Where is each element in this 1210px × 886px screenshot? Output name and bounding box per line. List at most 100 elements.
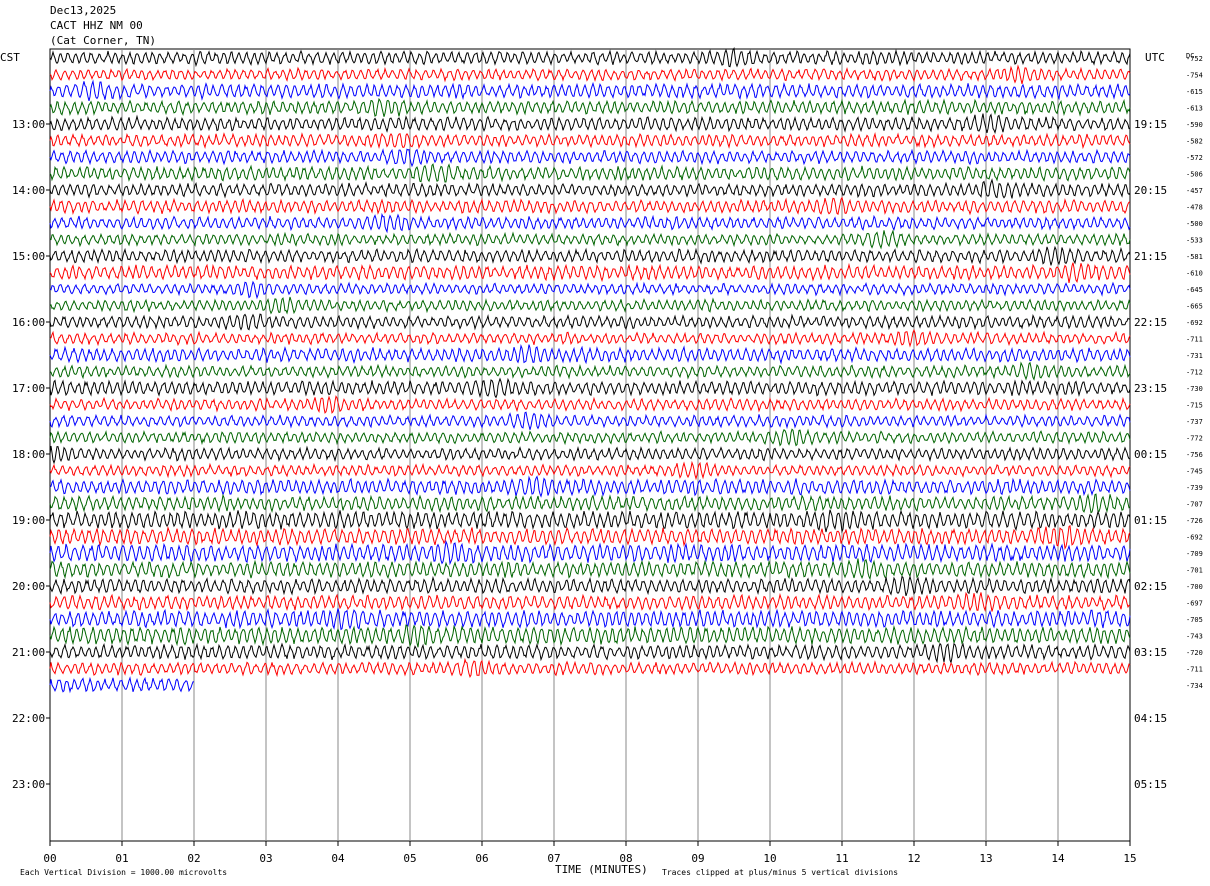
left-hour-label: 13:00 bbox=[12, 118, 45, 131]
seismic-trace-row bbox=[49, 163, 1131, 183]
x-axis-title: TIME (MINUTES) bbox=[555, 863, 648, 876]
plot-date: Dec13,2025 bbox=[50, 4, 117, 17]
left-hour-label: 16:00 bbox=[12, 316, 45, 329]
left-hour-label: 21:00 bbox=[12, 646, 45, 659]
right-hour-label: 04:15 bbox=[1134, 712, 1167, 725]
right-hour-label: 21:15 bbox=[1134, 250, 1167, 263]
dc-offset-label: -707 bbox=[1186, 501, 1203, 509]
clip-note: Traces clipped at plus/minus 5 vertical … bbox=[662, 868, 898, 877]
right-hour-label: 20:15 bbox=[1134, 184, 1167, 197]
plot-frame bbox=[49, 48, 1131, 842]
dc-offset-label: -754 bbox=[1186, 72, 1203, 80]
dc-offset-label: -533 bbox=[1186, 237, 1203, 245]
seismic-trace-row bbox=[49, 229, 1131, 250]
x-tick-label: 05 bbox=[403, 852, 416, 865]
seismic-trace-row bbox=[49, 64, 1131, 85]
x-tick-label: 06 bbox=[475, 852, 488, 865]
left-timezone-label: CST bbox=[0, 51, 20, 64]
seismic-trace-row bbox=[49, 196, 1131, 216]
seismic-trace-row bbox=[49, 132, 1131, 150]
dc-offset-label: -730 bbox=[1186, 385, 1203, 393]
seismic-trace-row bbox=[49, 47, 1131, 68]
dc-offset-label: -711 bbox=[1186, 336, 1203, 344]
left-hour-label: 15:00 bbox=[12, 250, 45, 263]
x-tick-label: 15 bbox=[1123, 852, 1136, 865]
dc-offset-label: -692 bbox=[1186, 319, 1203, 327]
dc-offset-label: -590 bbox=[1186, 121, 1203, 129]
seismic-trace-row bbox=[49, 361, 1131, 381]
scale-note: Each Vertical Division = 1000.00 microvo… bbox=[20, 868, 227, 877]
dc-offset-label: -582 bbox=[1186, 138, 1203, 146]
dc-offset-label: -712 bbox=[1186, 369, 1203, 377]
seismic-traces bbox=[49, 47, 1131, 694]
x-tick-label: 02 bbox=[187, 852, 200, 865]
x-tick-label: 08 bbox=[619, 852, 632, 865]
left-hour-label: 22:00 bbox=[12, 712, 45, 725]
seismic-trace-row bbox=[49, 558, 1131, 581]
dc-offset-label: -692 bbox=[1186, 534, 1203, 542]
station-code: CACT HHZ NM 00 bbox=[50, 19, 143, 32]
axis-labels: 00 01 02 03 04 05 06 07 08 09 10 11 12 13 14 15 13:00 14:… bbox=[12, 55, 1203, 865]
x-tick-label: 14 bbox=[1051, 852, 1065, 865]
right-hour-label: 22:15 bbox=[1134, 316, 1167, 329]
dc-offset-label: -726 bbox=[1186, 517, 1203, 525]
left-hour-label: 18:00 bbox=[12, 448, 45, 461]
seismic-trace-row bbox=[49, 411, 1131, 430]
dc-offset-label: -572 bbox=[1186, 154, 1203, 162]
seismic-trace-row bbox=[49, 575, 1131, 597]
seismic-trace-row bbox=[49, 343, 1131, 365]
dc-offset-label: -711 bbox=[1186, 666, 1203, 674]
seismic-trace-row bbox=[49, 607, 1131, 631]
x-tick-label: 13 bbox=[979, 852, 992, 865]
dc-offset-label: -665 bbox=[1186, 303, 1203, 311]
seismic-trace-row bbox=[49, 475, 1131, 498]
seismic-trace-row bbox=[49, 245, 1131, 266]
x-tick-label: 12 bbox=[907, 852, 920, 865]
right-hour-label: 03:15 bbox=[1134, 646, 1167, 659]
dc-offset-label: -745 bbox=[1186, 468, 1203, 476]
station-location: (Cat Corner, TN) bbox=[50, 34, 156, 47]
seismic-trace-row bbox=[49, 539, 1131, 566]
seismic-trace-row bbox=[49, 313, 1131, 331]
dc-offset-label: -697 bbox=[1186, 600, 1203, 608]
seismic-trace-row bbox=[49, 395, 1131, 414]
seismic-trace-row bbox=[49, 428, 1131, 447]
right-hour-label: 02:15 bbox=[1134, 580, 1167, 593]
seismic-trace-row bbox=[49, 591, 1131, 612]
left-hour-label: 23:00 bbox=[12, 778, 45, 791]
right-hour-label: 00:15 bbox=[1134, 448, 1167, 461]
seismic-trace-row bbox=[49, 377, 1131, 399]
right-hour-label: 01:15 bbox=[1134, 514, 1167, 527]
dc-offset-label: -715 bbox=[1186, 402, 1203, 410]
seismic-trace-row bbox=[49, 79, 1131, 102]
left-hour-label: 20:00 bbox=[12, 580, 45, 593]
dc-offset-label: -500 bbox=[1186, 220, 1203, 228]
seismic-trace-row bbox=[49, 280, 1131, 300]
x-tick-label: 09 bbox=[691, 852, 704, 865]
dc-offset-label: -737 bbox=[1186, 418, 1203, 426]
dc-offset-label: -734 bbox=[1186, 682, 1203, 690]
dc-offset-label: -581 bbox=[1186, 253, 1203, 261]
dc-offset-label: -705 bbox=[1186, 616, 1203, 624]
seismic-trace-row bbox=[49, 97, 1131, 117]
dc-offset-label: -731 bbox=[1186, 352, 1203, 360]
seismic-trace-row bbox=[49, 328, 1131, 348]
dc-offset-label: -457 bbox=[1186, 187, 1203, 195]
right-timezone-label: UTC bbox=[1145, 51, 1165, 64]
dc-offset-label: -613 bbox=[1186, 105, 1203, 113]
dc-offset-label: -701 bbox=[1186, 567, 1203, 575]
dc-offset-label: -739 bbox=[1186, 484, 1203, 492]
seismic-trace-row bbox=[49, 212, 1131, 234]
seismic-trace-row bbox=[49, 524, 1131, 550]
left-hour-label: 19:00 bbox=[12, 514, 45, 527]
x-tick-label: 07 bbox=[547, 852, 560, 865]
dc-offset-label: -610 bbox=[1186, 270, 1203, 278]
seismic-trace-row bbox=[49, 657, 1131, 679]
x-tick-label: 00 bbox=[43, 852, 56, 865]
seismic-trace-row bbox=[49, 642, 1131, 665]
dc-offset-label: -720 bbox=[1186, 649, 1203, 657]
seismic-trace-row bbox=[49, 676, 195, 694]
right-hour-label: 05:15 bbox=[1134, 778, 1167, 791]
seismic-trace-row bbox=[49, 262, 1131, 283]
